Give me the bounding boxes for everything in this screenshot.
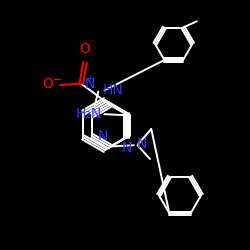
Text: −: − xyxy=(53,74,62,85)
Text: N: N xyxy=(136,137,146,151)
Text: N: N xyxy=(84,77,94,91)
Text: O: O xyxy=(42,77,53,91)
Text: N: N xyxy=(98,129,108,143)
Text: O: O xyxy=(80,42,90,56)
Text: H₂N: H₂N xyxy=(76,107,102,121)
Text: +: + xyxy=(85,74,93,84)
Text: N: N xyxy=(122,140,132,154)
Text: HN: HN xyxy=(103,82,124,96)
